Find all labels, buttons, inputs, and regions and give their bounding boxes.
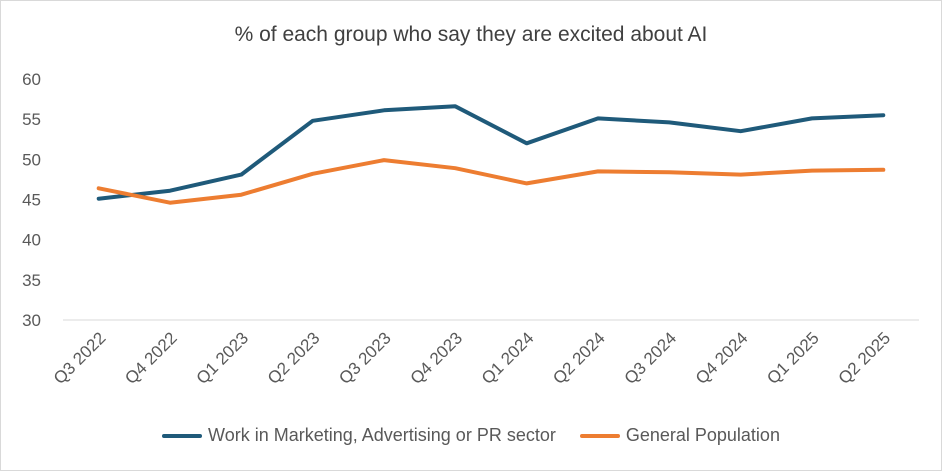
legend-swatch-general-population: [579, 433, 620, 438]
x-tick-label: Q1 2023: [193, 328, 253, 388]
y-tick-label: 45: [22, 191, 41, 210]
legend-item-general-population: General Population: [579, 425, 780, 446]
y-tick-label: 60: [22, 70, 41, 89]
chart-title: % of each group who say they are excited…: [234, 23, 708, 46]
x-tick-label: Q2 2025: [835, 328, 895, 388]
legend: Work in Marketing, Advertising or PR sec…: [1, 425, 941, 446]
x-tick-label: Q2 2024: [549, 328, 609, 388]
x-tick-label: Q3 2023: [335, 328, 395, 388]
series-group: [96, 104, 886, 205]
x-tick-label: Q2 2023: [264, 328, 324, 388]
series-line-general-population: [96, 158, 886, 205]
y-tick-label: 35: [22, 271, 41, 290]
y-tick-label: 55: [22, 110, 41, 129]
x-tick-label: Q3 2024: [621, 328, 681, 388]
legend-label-marketing: Work in Marketing, Advertising or PR sec…: [208, 425, 556, 445]
x-tick-label: Q1 2025: [763, 328, 823, 388]
x-tick-label: Q3 2022: [50, 328, 110, 388]
y-tick-label: 40: [22, 231, 41, 250]
x-tick-label: Q4 2022: [121, 328, 181, 388]
legend-swatch-marketing: [162, 433, 203, 438]
y-axis: 30 35 40 45 50 55 60: [22, 70, 41, 330]
x-tick-label: Q4 2023: [407, 328, 467, 388]
legend-label-general-population: General Population: [625, 425, 780, 445]
x-axis: Q3 2022 Q4 2022 Q1 2023 Q2 2023 Q3 2023 Q4 20…: [50, 328, 894, 388]
y-tick-label: 30: [22, 311, 41, 330]
x-tick-label: Q1 2024: [478, 328, 538, 388]
legend-item-marketing: Work in Marketing, Advertising or PR sec…: [162, 425, 556, 446]
series-line-marketing: [96, 104, 886, 201]
x-tick-label: Q4 2024: [692, 328, 752, 388]
y-tick-label: 50: [22, 150, 41, 169]
